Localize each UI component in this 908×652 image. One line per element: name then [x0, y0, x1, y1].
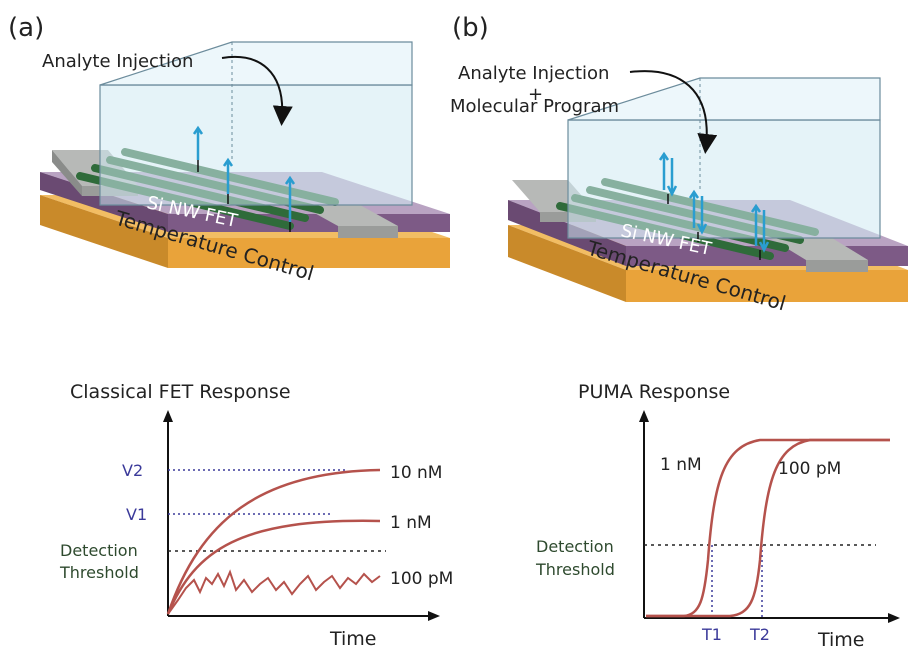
analyte-injection-label: Analyte Injection — [42, 51, 193, 72]
threshold-label-line1: Detection — [536, 537, 614, 556]
plus-sign: + — [528, 84, 543, 105]
puma-response-plot: PUMA Response Time Detection Threshold T… — [535, 381, 900, 651]
series-label-1nm: 1 nM — [660, 455, 702, 475]
v1-label: V1 — [126, 505, 147, 524]
injection-arrow — [221, 56, 293, 126]
t1-label: T1 — [701, 625, 722, 644]
injection-arrow — [629, 70, 718, 154]
probe-molecules — [192, 125, 296, 232]
v2-label: V2 — [122, 461, 143, 480]
series-label-100pm: 100 pM — [390, 569, 453, 589]
analyte-injection-label: Analyte Injection — [458, 63, 609, 84]
curve-1nm — [646, 438, 890, 618]
series-label-1nm: 1 nM — [390, 513, 432, 533]
series-label-10nm: 10 nM — [390, 463, 442, 483]
analyte-chamber — [99, 41, 413, 206]
x-axis-label: Time — [329, 628, 377, 650]
panel-b-device: (b) — [450, 13, 908, 315]
panel-a-device: (a) — [8, 13, 450, 285]
panel-b-label: (b) — [452, 13, 489, 43]
x-axis-arrow-icon — [888, 613, 900, 623]
molecular-program-label: Molecular Program — [450, 96, 619, 117]
drain-contact-pad — [770, 238, 868, 272]
x-axis-label: Time — [817, 629, 865, 651]
plot-title: PUMA Response — [578, 381, 730, 403]
drain-contact-pad — [300, 205, 398, 238]
series-label-100pm: 100 pM — [778, 459, 841, 479]
curve-100pm — [646, 438, 890, 618]
curve-100pm — [167, 569, 381, 615]
y-axis-arrow-icon — [639, 410, 649, 422]
threshold-label-line2: Threshold — [535, 560, 615, 579]
classical-fet-response-plot: Classical FET Response Time V2 V1 Detect… — [59, 381, 453, 650]
panel-a-label: (a) — [8, 13, 44, 43]
t2-label: T2 — [749, 625, 770, 644]
y-axis-arrow-icon — [163, 410, 173, 422]
curve-10nm — [166, 468, 381, 615]
x-axis-arrow-icon — [428, 611, 440, 621]
plot-title: Classical FET Response — [70, 381, 291, 403]
threshold-label-line2: Threshold — [59, 563, 139, 582]
probe-molecules — [658, 151, 770, 260]
curve-1nm — [166, 519, 381, 615]
analyte-chamber — [567, 77, 881, 239]
threshold-label-line1: Detection — [60, 541, 138, 560]
